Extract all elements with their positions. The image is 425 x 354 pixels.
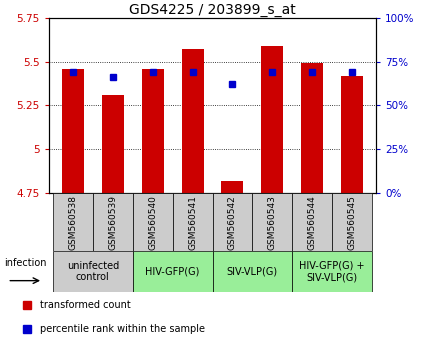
Text: GSM560541: GSM560541 [188, 195, 197, 250]
Text: HIV-GFP(G) +
SIV-VLP(G): HIV-GFP(G) + SIV-VLP(G) [300, 261, 365, 282]
Text: infection: infection [4, 258, 46, 268]
Text: GSM560539: GSM560539 [108, 195, 117, 250]
Text: GSM560545: GSM560545 [348, 195, 357, 250]
Bar [292, 251, 372, 292]
Text: GSM560538: GSM560538 [68, 195, 77, 250]
Bar [212, 251, 292, 292]
Text: HIV-GFP(G): HIV-GFP(G) [145, 267, 200, 277]
Text: transformed count: transformed count [40, 301, 130, 310]
Bar [332, 193, 372, 251]
Bar [221, 181, 244, 193]
Bar [62, 69, 84, 193]
Bar [181, 49, 204, 193]
Bar [53, 193, 93, 251]
Bar [301, 63, 323, 193]
Bar [341, 75, 363, 193]
Bar [133, 251, 212, 292]
Bar [102, 95, 124, 193]
Text: percentile rank within the sample: percentile rank within the sample [40, 324, 205, 334]
Bar [173, 193, 212, 251]
Text: uninfected
control: uninfected control [67, 261, 119, 282]
Bar [93, 193, 133, 251]
Text: GSM560540: GSM560540 [148, 195, 157, 250]
Text: GSM560542: GSM560542 [228, 195, 237, 250]
Title: GDS4225 / 203899_s_at: GDS4225 / 203899_s_at [129, 3, 296, 17]
Text: GSM560544: GSM560544 [308, 195, 317, 250]
Bar [53, 251, 133, 292]
Text: GSM560543: GSM560543 [268, 195, 277, 250]
Bar [252, 193, 292, 251]
Text: SIV-VLP(G): SIV-VLP(G) [227, 267, 278, 277]
Bar [261, 46, 283, 193]
Bar [133, 193, 173, 251]
Bar [142, 69, 164, 193]
Bar [292, 193, 332, 251]
Bar [212, 193, 252, 251]
